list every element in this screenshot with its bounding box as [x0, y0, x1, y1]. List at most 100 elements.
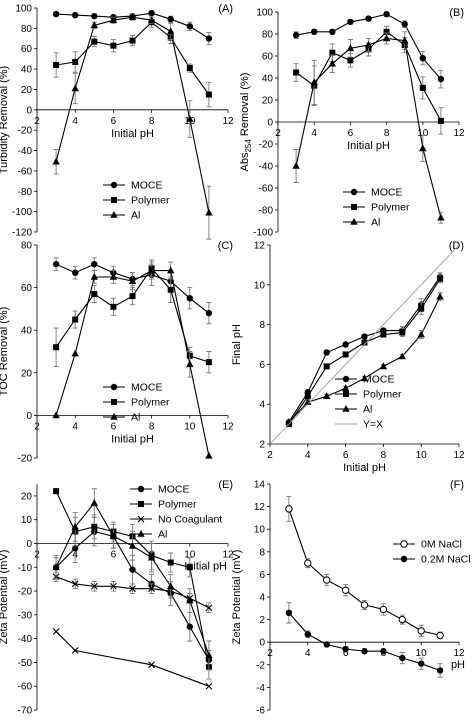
data-point-open-circle: [304, 559, 312, 567]
data-point-square: [91, 523, 98, 530]
x-tick-label: 4: [72, 421, 78, 432]
data-point-x: [71, 647, 79, 654]
data-point-circle: [323, 349, 330, 356]
data-point-triangle: [186, 360, 194, 368]
data-point-x: [137, 515, 145, 523]
data-point-circle: [380, 648, 387, 655]
data-point-triangle: [52, 563, 60, 571]
x-axis-label: Initial pH: [184, 560, 227, 572]
data-point-triangle: [310, 78, 318, 86]
data-point-square: [205, 91, 212, 98]
y-axis-label: Zeta Potential (mV): [231, 550, 243, 645]
data-point-circle: [91, 12, 98, 20]
y-tick-label: 6: [259, 360, 265, 371]
data-point-triangle: [90, 21, 98, 29]
data-point-x: [148, 661, 155, 669]
data-point-triangle: [110, 413, 118, 420]
chart-panel-d: 2 4 6 8 10 12 2 4 6 8 10 12 Initial pH Final pH (D) MOC…: [231, 240, 465, 474]
data-point-triangle: [110, 211, 118, 218]
data-point-triangle: [167, 582, 175, 590]
data-point-circle: [110, 181, 118, 189]
x-tick-label: 12: [453, 648, 465, 659]
data-point-triangle: [401, 36, 409, 44]
data-point-triangle: [379, 362, 388, 370]
legend-entry-label: Polymer: [131, 195, 170, 207]
data-point-square: [129, 37, 136, 44]
data-point-circle: [304, 631, 311, 638]
y-tick-label: 8: [259, 320, 265, 331]
legend-entry-label: No Coagulant: [158, 514, 222, 526]
data-point-triangle: [186, 114, 194, 122]
y-tick-label: 10: [254, 525, 266, 536]
data-point-triangle: [323, 392, 331, 400]
y-tick-label: 12: [254, 241, 266, 252]
data-point-circle: [383, 11, 390, 18]
data-point-triangle: [205, 651, 213, 659]
data-point-circle: [361, 333, 368, 340]
x-tick-label: 10: [416, 648, 428, 659]
y-tick-label: 6: [259, 570, 265, 581]
data-point-x: [110, 582, 117, 590]
y-axis-label: Final pH: [231, 324, 243, 365]
series-al: [292, 31, 445, 224]
y-tick-label: -20: [18, 126, 33, 137]
data-point-square: [91, 38, 98, 45]
data-point-square: [111, 197, 117, 203]
y-axis-label: Abs254 Removal (%): [239, 73, 253, 172]
y-tick-label: 100: [15, 4, 32, 15]
data-point-square: [399, 329, 406, 336]
x-axis-label: Initial pH: [111, 433, 154, 445]
y-tick-label: 2: [259, 440, 265, 451]
y-tick-label: 40: [21, 326, 33, 337]
series-line: [288, 612, 441, 672]
data-point-x: [90, 582, 98, 590]
x-tick-label: 2: [34, 116, 40, 127]
x-axis-label: Initial pH: [111, 128, 154, 140]
y-tick-label: 40: [21, 65, 33, 76]
legend-entry-label: Polymer: [363, 389, 402, 401]
data-point-open-circle: [436, 631, 444, 640]
data-point-square: [53, 62, 60, 69]
y-tick-label: 0: [259, 638, 265, 649]
data-point-x: [129, 585, 136, 593]
data-point-triangle: [71, 84, 79, 92]
data-point-circle: [110, 383, 118, 391]
series-line: [56, 21, 210, 95]
y-tick-label: -40: [18, 634, 33, 645]
data-point-x: [205, 682, 213, 690]
y-axis-label: Turbidity Removal (%): [0, 66, 10, 174]
data-point-triangle: [128, 13, 137, 20]
data-point-triangle: [292, 162, 300, 169]
data-point-triangle: [205, 451, 213, 459]
data-point-triangle: [350, 218, 358, 225]
panel-label: (E): [218, 479, 233, 491]
data-point-square: [329, 49, 336, 56]
data-point-circle: [72, 545, 79, 552]
y-tick-label: -80: [259, 206, 274, 217]
data-point-circle: [72, 269, 79, 276]
data-point-circle: [292, 31, 300, 39]
y-tick-label: 0: [26, 105, 32, 116]
series-al: [52, 13, 213, 240]
data-point-open-circle: [285, 505, 293, 513]
data-point-circle: [137, 485, 145, 493]
data-point-circle: [186, 23, 193, 30]
series-line: [55, 631, 210, 687]
x-tick-label: 8: [149, 421, 155, 432]
y-axis-label-subscript: 254: [244, 139, 253, 153]
data-point-square: [53, 344, 60, 351]
data-point-square: [167, 286, 174, 293]
data-point-square: [53, 488, 60, 495]
data-point-circle: [205, 309, 213, 317]
data-point-triangle: [419, 144, 427, 152]
data-point-circle: [205, 35, 213, 42]
data-point-circle: [52, 260, 60, 268]
x-tick-label: 2: [34, 421, 40, 432]
panel-label: (F): [450, 479, 464, 491]
y-tick-label: -40: [259, 162, 274, 173]
x-tick-label: 2: [267, 450, 273, 461]
y-tick-label: -4: [256, 683, 265, 694]
data-point-circle: [342, 375, 350, 383]
panel-label: (C): [218, 240, 233, 252]
data-point-triangle: [71, 349, 79, 357]
